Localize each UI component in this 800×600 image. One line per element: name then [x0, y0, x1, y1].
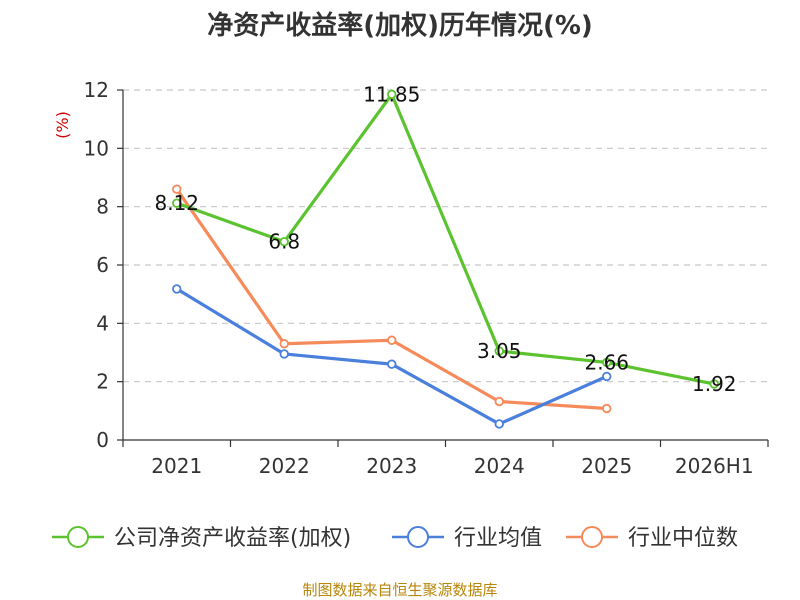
data-point[interactable] [494, 396, 504, 407]
data-point[interactable] [602, 371, 612, 382]
data-point[interactable] [172, 198, 182, 208]
data-point[interactable] [279, 339, 289, 349]
legend-marker [581, 526, 603, 548]
legend[interactable]: 公司净资产收益率(加权) 行业均值 行业中位数 [52, 526, 738, 551]
y-tick-label: 12 [84, 78, 109, 102]
data-label: 1.92 [692, 372, 737, 396]
legend-item[interactable]: 行业均值 [392, 526, 542, 551]
legend-label: 行业均值 [454, 526, 542, 551]
x-tick-label: 2025 [581, 454, 632, 478]
gridlines [123, 89, 768, 383]
data-point[interactable] [279, 236, 289, 247]
y-axis-unit-label: (%) [53, 111, 72, 139]
chart-title: 净资产收益率(加权)历年情况(%) [207, 10, 593, 41]
x-tick-label: 2026H1 [675, 454, 754, 478]
y-tick-label: 6 [96, 253, 109, 277]
data-point[interactable] [494, 346, 504, 356]
legend-marker [67, 526, 89, 548]
series-line [175, 188, 607, 411]
axes: 0 2 4 6 8 10 12 2021 2022 2023 2024 2025 2026H1 [84, 78, 769, 478]
data-point[interactable] [387, 335, 397, 345]
data-label: 2.66 [584, 350, 629, 374]
legend-marker [407, 526, 429, 548]
legend-item[interactable]: 行业中位数 [566, 526, 738, 551]
data-point[interactable] [602, 403, 612, 414]
y-tick-label: 2 [96, 370, 109, 394]
source-note: 制图数据来自恒生聚源数据库 [302, 581, 497, 599]
legend-label: 行业中位数 [628, 526, 738, 551]
data-point[interactable] [279, 349, 289, 359]
data-label: 6.8 [268, 230, 300, 254]
data-label: 8.12 [154, 191, 199, 215]
y-tick-label: 8 [96, 195, 109, 219]
legend-label: 公司净资产收益率(加权) [114, 526, 351, 551]
data-point[interactable] [172, 184, 182, 194]
y-tick-label: 0 [96, 428, 109, 452]
data-point[interactable] [172, 284, 182, 294]
data-point[interactable] [387, 89, 397, 100]
x-tick-label: 2023 [366, 454, 417, 478]
data-label: 11.85 [363, 82, 420, 106]
data-label: 3.05 [477, 339, 522, 363]
data-labels: 8.12 6.8 11.85 3.05 2.66 1.92 [154, 82, 736, 396]
x-tick-label: 2021 [151, 454, 202, 478]
data-point[interactable] [494, 419, 504, 429]
series-line [176, 92, 715, 386]
data-point[interactable] [387, 359, 397, 369]
x-tick-label: 2024 [474, 454, 525, 478]
x-tick-label: 2022 [259, 454, 310, 478]
y-tick-label: 4 [96, 311, 109, 335]
legend-item[interactable]: 公司净资产收益率(加权) [52, 526, 351, 551]
y-tick-label: 10 [84, 136, 109, 160]
data-point[interactable] [709, 379, 719, 389]
series-lines [172, 89, 719, 429]
data-point[interactable] [602, 357, 612, 368]
